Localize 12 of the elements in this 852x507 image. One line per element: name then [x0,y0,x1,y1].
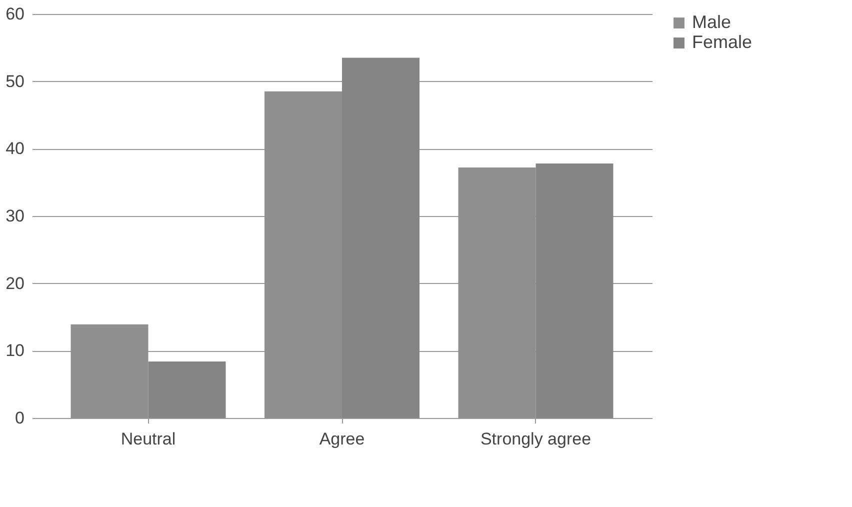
y-tick-label: 0 [15,408,24,428]
x-tick-label: Strongly agree [480,430,592,448]
y-tick-label: 20 [6,274,24,293]
y-tick-label: 50 [6,72,24,91]
x-tick-label: Agree [319,430,365,448]
y-tick-label: 40 [6,139,24,158]
y-tick-label: 30 [6,206,24,226]
legend-label: Male [692,12,732,32]
x-tick-label: Neutral [120,430,176,448]
legend-label: Female [692,32,752,52]
y-tick-label: 60 [6,4,24,24]
y-tick-label: 10 [6,341,24,360]
